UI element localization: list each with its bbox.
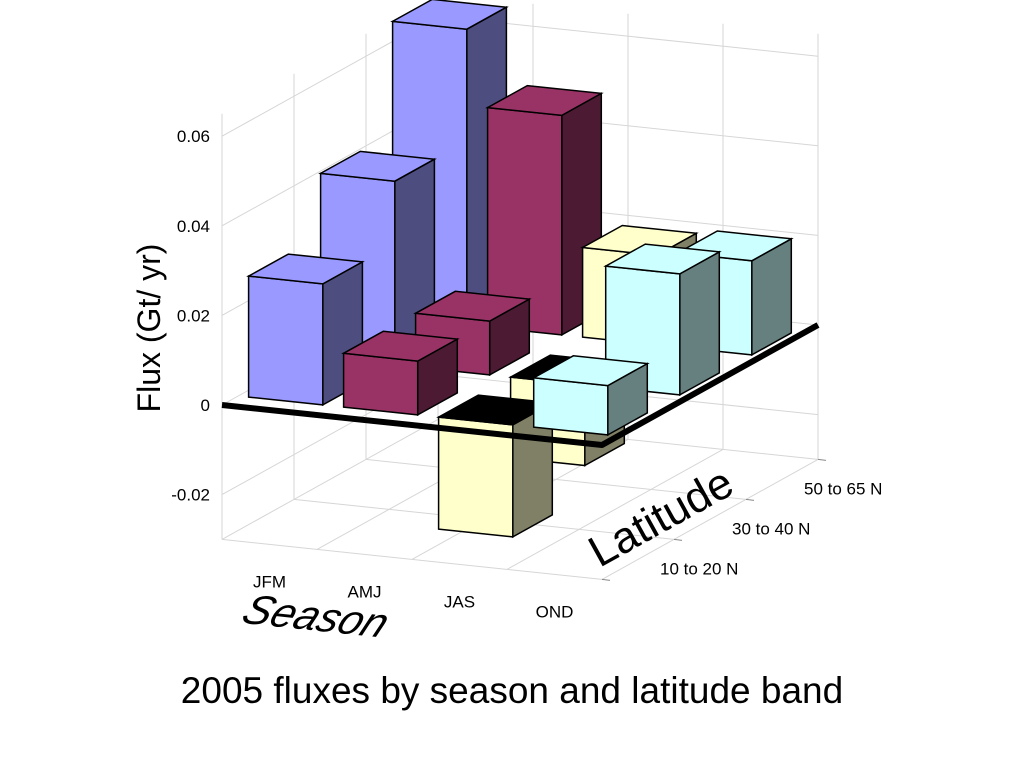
bar-amj-2	[485, 84, 604, 337]
latitude-tick-label: 10 to 20 N	[660, 559, 738, 578]
bar-amj-0	[341, 330, 460, 417]
floor-gridline	[601, 458, 819, 580]
x-tick-label: JFM	[253, 572, 286, 591]
chart-title: 2005 fluxes by season and latitude band	[180, 670, 844, 711]
bars-layer	[221, 0, 820, 539]
latitude-tick-label: 30 to 40 N	[732, 519, 810, 538]
bar-top-face	[413, 290, 532, 322]
x-tick-label: JAS	[444, 592, 475, 611]
bar-front-face	[532, 376, 609, 436]
latitude-axis-tick	[817, 458, 827, 461]
bar-top-face	[390, 0, 509, 30]
bar-ond-0	[531, 355, 650, 437]
bar-top-face	[246, 253, 365, 285]
floor-gridline	[365, 458, 747, 500]
floor-gridline	[221, 538, 603, 580]
bar-top-face	[341, 330, 460, 362]
zero-plane-edge	[221, 322, 820, 448]
bar-top-face	[603, 243, 722, 275]
bar-front-face	[247, 275, 324, 406]
bar-top-face	[531, 355, 650, 387]
bar-top-face	[485, 84, 604, 117]
floor-gridline	[221, 418, 439, 540]
y-tick-label: 0	[201, 396, 210, 415]
bar-front-face	[342, 352, 419, 416]
y-tick-label: 0.04	[177, 217, 210, 236]
bar-top-face	[318, 150, 437, 182]
x-tick-label: AMJ	[348, 582, 382, 601]
y-tick-label: 0.06	[177, 127, 210, 146]
x-tick-label: OND	[536, 602, 574, 621]
latitude-axis-tick	[745, 498, 755, 501]
bar-side-face	[679, 250, 721, 397]
floor-gridline	[506, 448, 724, 570]
y-tick-label: 0.02	[177, 306, 210, 325]
bar-jas-0	[436, 394, 555, 539]
y-axis-title: Flux (Gt/ yr)	[131, 244, 167, 413]
y-tick-label: -0.02	[171, 486, 210, 505]
latitude-axis-tick	[601, 578, 611, 581]
latitude-tick-label: 50 to 65 N	[804, 479, 882, 498]
latitude-axis-tick	[673, 538, 683, 541]
